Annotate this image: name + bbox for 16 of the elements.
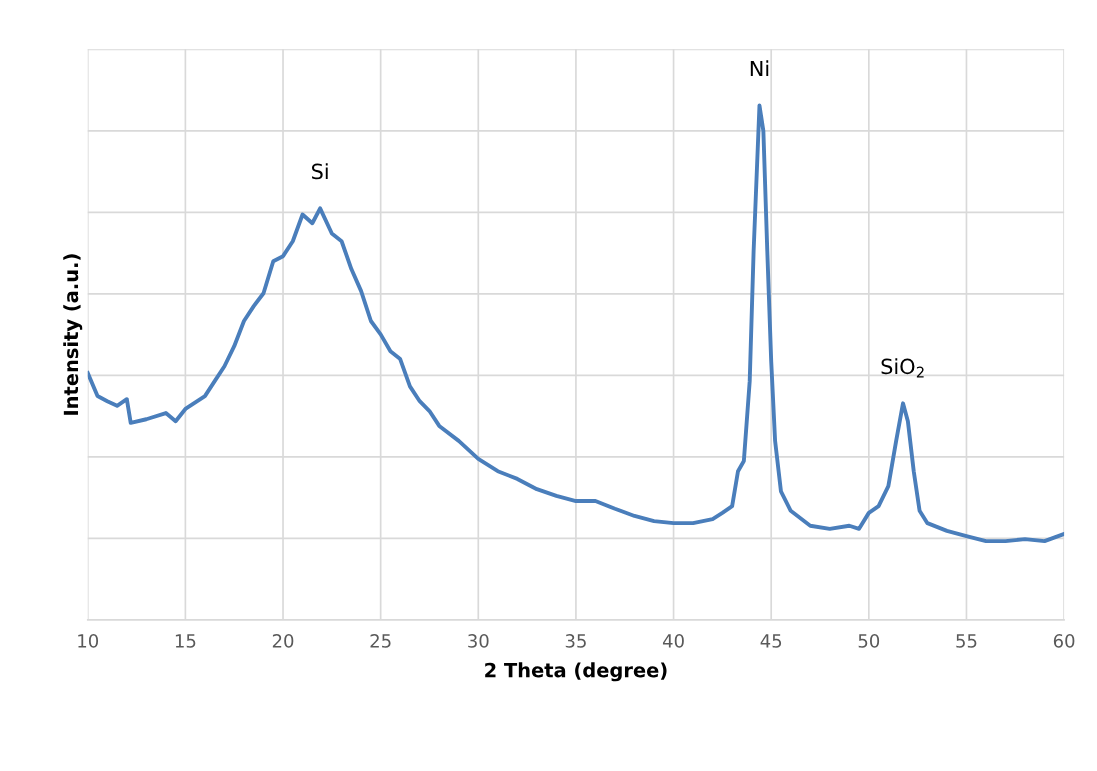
x-tick-label: 35 (565, 634, 586, 648)
x-tick-label: 25 (370, 634, 391, 648)
x-tick-label: 40 (662, 634, 684, 648)
x-tick-label: 60 (1053, 634, 1075, 648)
x-tick-label: 50 (858, 634, 880, 648)
annotation: Si (311, 163, 328, 180)
annotation: SiO$_{2}$ (881, 358, 924, 378)
x-tick-label: 15 (175, 634, 196, 648)
x-tick-label: 20 (272, 634, 294, 648)
annotation: Ni (750, 60, 769, 77)
x-tick-label: 30 (468, 634, 489, 648)
x-tick-label: 45 (760, 634, 782, 648)
x-axis-title: 2 Theta (degree) (485, 662, 667, 682)
y-axis-title: Intensity (a.u.) (63, 254, 83, 415)
x-tick-label: 10 (78, 634, 99, 648)
x-tick-label: 55 (956, 634, 977, 648)
